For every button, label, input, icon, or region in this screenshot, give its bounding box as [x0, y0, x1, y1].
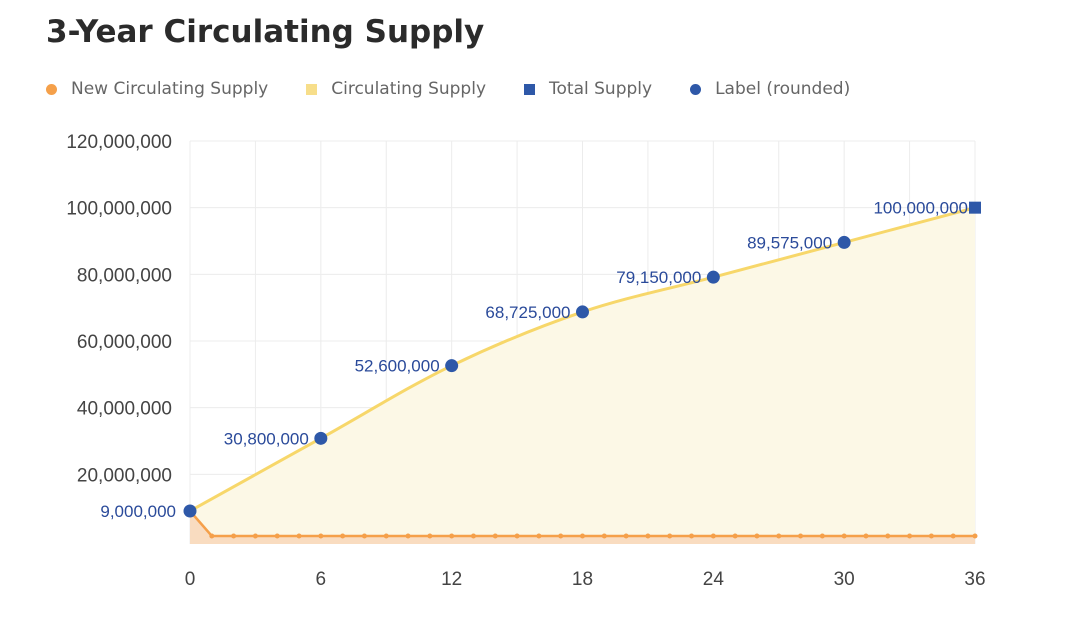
new-supply-point [863, 533, 869, 539]
new-supply-point [885, 533, 891, 539]
new-supply-point [361, 533, 367, 539]
new-supply-point [558, 533, 564, 539]
new-supply-point [928, 533, 934, 539]
y-tick-label: 100,000,000 [66, 199, 172, 220]
y-tick-label: 20,000,000 [77, 465, 172, 486]
new-supply-point [907, 533, 913, 539]
new-supply-point [274, 533, 280, 539]
legend-label: Circulating Supply [331, 79, 487, 99]
y-tick-label: 80,000,000 [77, 265, 172, 286]
legend-item[interactable]: Total Supply [524, 79, 652, 99]
new-supply-point [667, 533, 673, 539]
new-supply-point [405, 533, 411, 539]
data-label: 68,725,000 [485, 303, 570, 322]
new-supply-point [209, 533, 215, 539]
new-supply-point [580, 533, 585, 539]
label-point [706, 270, 720, 284]
chart-title: 3-Year Circulating Supply [46, 14, 485, 50]
y-tick-label: 60,000,000 [77, 332, 172, 353]
new-supply-point [732, 533, 738, 539]
new-supply-point [514, 533, 520, 539]
new-supply-point [492, 533, 498, 539]
x-tick-label: 24 [703, 569, 725, 590]
data-label: 9,000,000 [100, 502, 176, 521]
new-supply-point [754, 533, 760, 539]
label-point [445, 359, 459, 373]
new-supply-point [841, 533, 847, 539]
new-supply-point [601, 533, 607, 539]
new-supply-point [470, 533, 476, 539]
x-tick-label: 18 [572, 569, 593, 590]
new-supply-point [340, 533, 346, 539]
x-tick-label: 0 [185, 569, 196, 590]
total-supply-point [969, 201, 981, 214]
new-supply-point [798, 533, 804, 539]
data-label: 30,800,000 [224, 429, 309, 448]
data-label: 52,600,000 [355, 357, 440, 376]
new-supply-point [318, 533, 324, 539]
new-supply-point [252, 533, 258, 539]
new-supply-point [231, 533, 237, 539]
new-supply-point [383, 533, 389, 539]
new-supply-point [449, 533, 455, 539]
new-supply-point [819, 533, 825, 539]
data-label: 89,575,000 [747, 233, 832, 252]
x-tick-label: 6 [316, 569, 327, 590]
new-supply-point [427, 533, 433, 539]
data-label: 79,150,000 [616, 268, 701, 287]
label-point [183, 504, 197, 518]
legend-item[interactable]: New Circulating Supply [46, 79, 268, 99]
legend-swatch [46, 83, 57, 95]
label-point [314, 431, 328, 445]
x-tick-label: 30 [834, 569, 855, 590]
y-tick-label: 40,000,000 [77, 399, 172, 420]
label-point [576, 305, 589, 319]
new-supply-point [710, 533, 716, 539]
label-point [837, 235, 851, 249]
legend-label: Label (rounded) [715, 79, 851, 99]
legend-label: New Circulating Supply [71, 79, 269, 99]
new-supply-point [972, 533, 978, 539]
new-supply-point [296, 533, 302, 539]
new-supply-point [536, 533, 542, 539]
x-tick-label: 36 [964, 569, 985, 590]
y-tick-label: 120,000,000 [66, 132, 172, 153]
x-tick-label: 12 [441, 569, 462, 590]
legend-label: Total Supply [549, 79, 653, 99]
legend-swatch [690, 83, 702, 95]
legend: New Circulating Supply Circulating Supply… [46, 79, 888, 99]
new-supply-point [950, 533, 956, 539]
new-supply-point [689, 533, 695, 539]
new-supply-point [645, 533, 651, 539]
legend-item[interactable]: Circulating Supply [306, 79, 486, 99]
legend-swatch [524, 83, 536, 95]
legend-swatch [306, 83, 318, 95]
circulating-supply-area [190, 207, 975, 544]
new-supply-point [776, 533, 782, 539]
legend-item[interactable]: Label (rounded) [690, 79, 850, 99]
total-supply-label: 100,000,000 [873, 199, 968, 218]
new-supply-point [623, 533, 629, 539]
